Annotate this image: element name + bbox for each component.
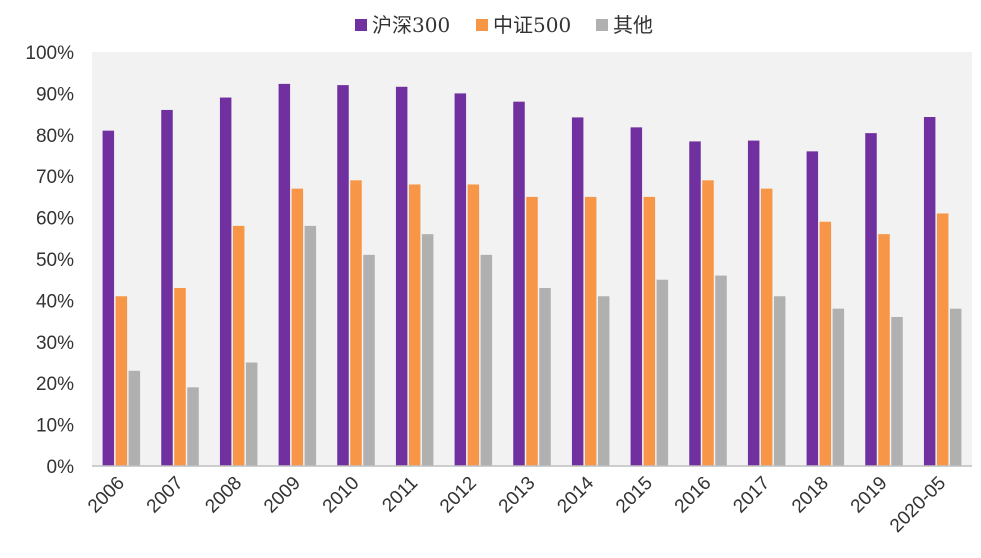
bar-zz500 — [408, 184, 421, 467]
bar-hs300 — [161, 109, 173, 467]
bar-hs300 — [630, 127, 643, 466]
bar-hs300 — [513, 101, 525, 467]
legend-label: 中证500 — [493, 13, 571, 37]
bar-hs300 — [689, 141, 701, 467]
bar-zz500 — [115, 296, 128, 466]
x-tick-label: 2020-05 — [886, 473, 950, 537]
y-tick-label: 40% — [36, 291, 74, 312]
bar-zz500 — [643, 196, 656, 466]
x-tick-label: 2010 — [319, 473, 364, 518]
x-tick-label: 2007 — [143, 473, 188, 518]
y-tick-label: 80% — [36, 126, 74, 147]
bar-hs300 — [571, 117, 584, 466]
bar-other — [480, 254, 493, 466]
bar-other — [715, 275, 727, 466]
bar-hs300 — [747, 140, 760, 466]
x-tick-label: 2008 — [201, 473, 246, 518]
bar-other — [187, 387, 199, 466]
bar-hs300 — [395, 86, 408, 466]
legend: 沪深300 中证500 其他 — [355, 13, 653, 37]
bar-other — [656, 279, 669, 466]
legend-label: 其他 — [613, 13, 653, 37]
y-axis: 0% 10% 20% 30% 40% 50% 60% 70% 80% 90% 100% — [25, 43, 74, 478]
bar-hs300 — [219, 97, 232, 466]
x-tick-label: 2014 — [553, 472, 598, 517]
legend-swatch — [355, 19, 367, 31]
y-tick-label: 90% — [36, 84, 74, 105]
bar-other — [539, 287, 551, 466]
bars-group — [102, 83, 962, 467]
legend-swatch — [476, 19, 488, 31]
bar-other — [128, 370, 141, 466]
bar-hs300 — [923, 117, 936, 466]
bar-other — [773, 296, 786, 466]
x-tick-label: 2011 — [378, 473, 422, 517]
bar-hs300 — [337, 85, 349, 467]
bar-hs300 — [102, 130, 115, 466]
bar-other — [421, 234, 434, 466]
bar-other — [949, 308, 962, 466]
bar-zz500 — [878, 234, 890, 466]
bar-zz500 — [350, 180, 362, 466]
bar-hs300 — [865, 133, 877, 466]
bar-zz500 — [174, 287, 186, 466]
x-tick-label: 2016 — [671, 473, 716, 518]
x-tick-label: 2009 — [260, 473, 305, 518]
bar-other — [245, 362, 258, 466]
bar-zz500 — [760, 188, 773, 466]
bar-other — [832, 308, 845, 466]
legend-swatch — [596, 19, 608, 31]
y-tick-label: 100% — [25, 43, 74, 64]
x-tick-label: 2006 — [84, 473, 129, 518]
bar-hs300 — [278, 83, 291, 466]
bar-zz500 — [232, 225, 245, 466]
x-tick-label: 2013 — [495, 473, 540, 518]
bar-zz500 — [467, 184, 480, 467]
bar-zz500 — [702, 180, 714, 466]
bar-zz500 — [526, 196, 538, 466]
bar-hs300 — [806, 151, 819, 467]
y-tick-label: 60% — [36, 209, 74, 230]
bar-zz500 — [584, 196, 597, 466]
y-tick-label: 0% — [47, 457, 75, 478]
y-tick-label: 70% — [36, 167, 74, 188]
y-tick-label: 30% — [36, 333, 74, 354]
y-tick-label: 10% — [36, 416, 74, 437]
x-tick-label: 2012 — [436, 473, 481, 518]
bar-zz500 — [936, 213, 949, 466]
x-axis: 2006 2007 2008 2009 2010 2011 2012 2013 2014 2015… — [84, 472, 950, 536]
bar-other — [363, 254, 375, 466]
bar-zz500 — [819, 221, 832, 466]
y-tick-label: 50% — [36, 250, 74, 271]
y-tick-label: 20% — [36, 374, 74, 395]
bar-hs300 — [454, 93, 467, 467]
x-tick-label: 2015 — [612, 473, 657, 518]
legend-label: 沪深300 — [372, 13, 450, 37]
x-tick-label: 2019 — [847, 473, 892, 518]
bar-zz500 — [291, 188, 304, 466]
bar-other — [597, 296, 610, 466]
bar-other — [304, 225, 317, 466]
x-tick-label: 2017 — [729, 473, 774, 518]
bar-other — [891, 316, 903, 466]
x-tick-label: 2018 — [788, 473, 833, 518]
